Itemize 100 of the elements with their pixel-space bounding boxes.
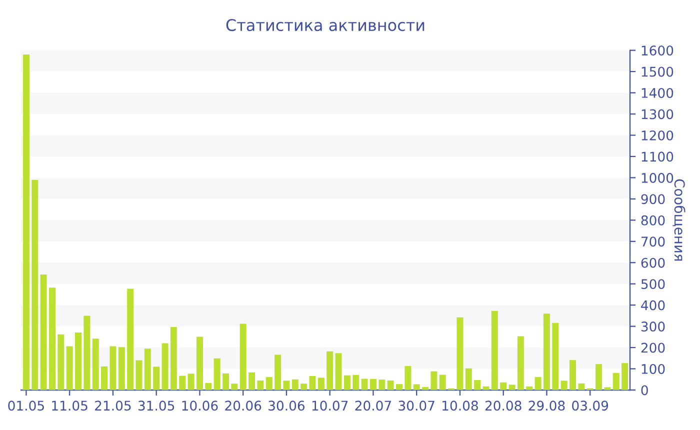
bar	[508, 384, 516, 390]
bar	[136, 360, 142, 390]
x-tick-label: 10.06	[182, 400, 218, 411]
bar	[578, 383, 585, 390]
bar	[552, 322, 559, 390]
bar	[162, 343, 168, 390]
bar	[292, 379, 298, 390]
bar	[387, 380, 394, 390]
bar	[240, 324, 246, 390]
bar	[560, 380, 568, 390]
bar	[378, 380, 386, 390]
bar	[110, 346, 116, 390]
bar	[40, 274, 47, 390]
bar	[58, 334, 64, 390]
x-tick-label: 21.05	[95, 400, 131, 411]
bar	[517, 336, 524, 390]
y-tick-label: 1300	[642, 109, 674, 120]
bar	[604, 387, 611, 390]
bar	[248, 372, 256, 390]
bar	[170, 326, 177, 390]
bar	[456, 317, 464, 390]
y-tick-label: 1400	[642, 88, 674, 98]
y-tick-label: 1200	[642, 130, 674, 140]
x-tick-label: 03.09	[572, 400, 608, 411]
bar	[309, 376, 316, 390]
bar	[526, 386, 533, 390]
bar	[596, 364, 602, 390]
y-tick-label: 1500	[642, 66, 674, 77]
y-tick-label: 1600	[642, 46, 674, 56]
bar	[474, 380, 481, 390]
bar	[205, 383, 212, 390]
bar	[439, 374, 446, 390]
bar	[465, 368, 472, 390]
y-tick-label: 400	[641, 300, 665, 310]
x-tick-label: 20.07	[355, 400, 391, 411]
y-tick-label: 700	[642, 236, 665, 247]
x-tick-label: 29.08	[528, 400, 565, 411]
bar	[396, 384, 402, 390]
chart-title: Статистика активности	[226, 19, 424, 32]
x-tick-label: 10.08	[442, 400, 478, 411]
x-tick-label: 20.06	[225, 400, 262, 411]
bar	[222, 373, 229, 390]
x-tick-label: 30.07	[398, 400, 434, 411]
bar	[543, 314, 550, 390]
y-tick-label: 200	[641, 342, 665, 353]
x-tick-label: 01.05	[8, 400, 44, 411]
bar	[153, 366, 160, 390]
y-tick-label: 800	[641, 215, 665, 226]
y-tick-label: 1000	[642, 172, 674, 183]
bar	[612, 373, 620, 390]
bar	[283, 380, 290, 390]
bar	[118, 347, 125, 390]
bar	[318, 378, 324, 390]
bar	[257, 380, 264, 390]
bar	[179, 376, 186, 390]
bar	[326, 351, 334, 390]
bar	[500, 382, 507, 390]
bar	[404, 366, 412, 390]
bar	[32, 180, 38, 390]
bar	[344, 375, 350, 390]
bar	[266, 377, 272, 390]
y-tick-label: 300	[641, 322, 665, 332]
bar	[144, 348, 151, 390]
bar	[84, 316, 90, 390]
bar	[66, 346, 73, 390]
bar	[422, 387, 429, 390]
bar	[300, 384, 308, 390]
x-tick-label: 30.06	[268, 400, 305, 411]
bar	[370, 378, 376, 390]
y-tick-label: 0	[641, 385, 648, 396]
bar	[534, 377, 542, 390]
bar	[622, 363, 628, 390]
x-tick-label: 10.07	[312, 400, 348, 411]
y-axis-title: Сообщения	[672, 179, 686, 261]
x-tick-label: 20.08	[485, 400, 522, 411]
y-tick-label: 900	[641, 194, 665, 204]
bar	[101, 366, 108, 390]
bar	[75, 332, 82, 390]
bar	[188, 374, 194, 390]
bar	[214, 358, 220, 390]
bar	[127, 288, 134, 390]
bar	[482, 386, 490, 390]
bar	[22, 54, 30, 390]
bar	[569, 360, 576, 390]
bar	[430, 371, 438, 390]
bar	[231, 384, 238, 390]
x-tick-label: 11.05	[52, 400, 88, 411]
bar	[352, 374, 360, 390]
bar	[92, 338, 99, 390]
bar	[413, 384, 420, 390]
bar	[48, 288, 56, 390]
bar	[361, 378, 368, 390]
bar	[274, 354, 282, 390]
y-tick-label: 100	[642, 364, 665, 374]
bar	[491, 310, 498, 390]
y-tick-label: 1100	[642, 152, 674, 162]
y-tick-label: 500	[641, 279, 665, 290]
bar	[335, 353, 342, 390]
y-tick-label: 600	[641, 258, 665, 268]
x-tick-label: 31.05	[138, 400, 174, 411]
